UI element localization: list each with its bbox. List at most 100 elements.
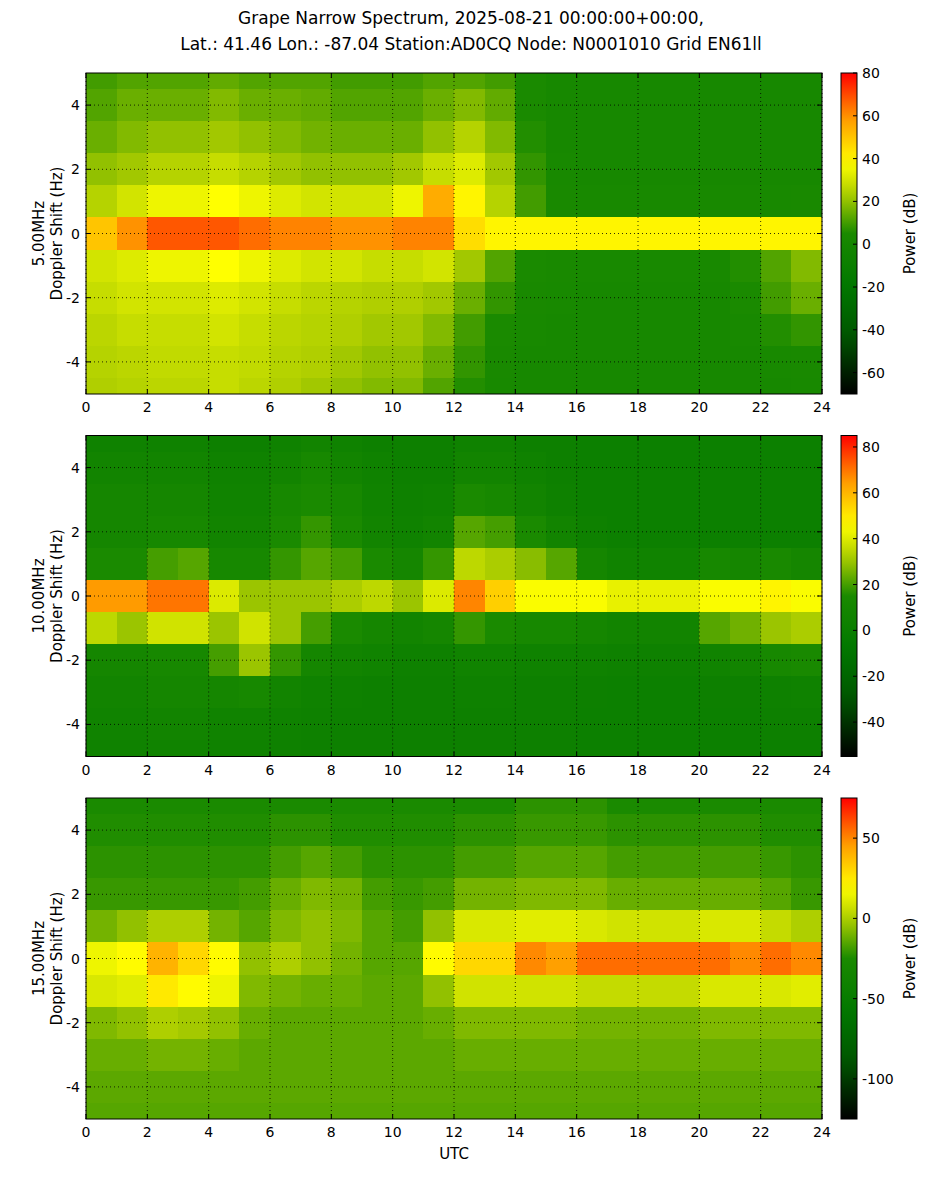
colorbar-tick-label: -100 xyxy=(862,1071,894,1087)
tick xyxy=(86,531,91,532)
cell xyxy=(147,73,178,90)
cell xyxy=(117,740,148,756)
cell xyxy=(117,580,148,613)
cell xyxy=(577,910,608,943)
tick-label: 12 xyxy=(445,399,463,415)
cell xyxy=(730,314,761,347)
cell xyxy=(454,548,485,581)
cell xyxy=(485,798,516,815)
cell xyxy=(761,644,792,677)
cell xyxy=(117,676,148,709)
colorbar-tick-label: 0 xyxy=(862,622,871,638)
cell xyxy=(761,452,792,485)
tick xyxy=(454,798,455,803)
cell xyxy=(331,740,362,756)
cell xyxy=(730,185,761,218)
tick xyxy=(86,169,91,170)
tick xyxy=(392,752,393,757)
cell xyxy=(209,282,240,315)
cell xyxy=(209,185,240,218)
cell xyxy=(178,73,209,90)
cell xyxy=(270,378,301,394)
cell xyxy=(607,436,638,453)
cell xyxy=(669,378,700,394)
colorbar-tick-label: 20 xyxy=(862,577,880,593)
cell xyxy=(178,975,209,1008)
tick xyxy=(760,752,761,757)
cell xyxy=(485,314,516,347)
tick xyxy=(699,436,700,441)
cell xyxy=(393,676,424,709)
cell xyxy=(86,378,117,394)
cell xyxy=(730,798,761,815)
cell xyxy=(791,612,822,645)
cell xyxy=(761,121,792,154)
cell xyxy=(117,942,148,975)
cell xyxy=(791,484,822,517)
cell xyxy=(761,1071,792,1104)
cell xyxy=(669,580,700,613)
cell xyxy=(86,121,117,154)
cell xyxy=(86,740,117,756)
cell xyxy=(331,121,362,154)
colorbar-title: Power (dB) xyxy=(901,193,919,275)
grid-line xyxy=(86,297,822,298)
cell xyxy=(239,436,270,453)
cell xyxy=(669,121,700,154)
cell xyxy=(117,814,148,847)
cell xyxy=(270,798,301,815)
cell xyxy=(577,89,608,122)
cell xyxy=(546,314,577,347)
cell xyxy=(393,644,424,677)
colorbar-title: Power (dB) xyxy=(901,555,919,637)
cell xyxy=(607,846,638,879)
cell xyxy=(209,1007,240,1040)
cell xyxy=(791,436,822,453)
tick-label: -2 xyxy=(66,290,80,306)
tick-label: 0 xyxy=(71,588,80,604)
cell xyxy=(393,121,424,154)
cell xyxy=(485,878,516,911)
cell xyxy=(515,1103,546,1119)
cell xyxy=(454,185,485,218)
cell xyxy=(209,314,240,347)
cell xyxy=(730,121,761,154)
colorbar-tick xyxy=(853,329,857,330)
cell xyxy=(86,548,117,581)
tick-label: 0 xyxy=(82,762,91,778)
cell xyxy=(117,282,148,315)
cell xyxy=(362,910,393,943)
cell xyxy=(209,548,240,581)
grid-line xyxy=(86,596,822,597)
cell xyxy=(393,346,424,379)
tick-label: 16 xyxy=(568,399,586,415)
cell xyxy=(270,1039,301,1072)
cell xyxy=(393,846,424,879)
axis-title: Doppler Shift (Hz) xyxy=(48,892,66,1026)
tick xyxy=(270,1114,271,1119)
cell xyxy=(393,975,424,1008)
cell xyxy=(607,1103,638,1119)
tick xyxy=(331,436,332,441)
tick xyxy=(817,724,822,725)
tick xyxy=(817,596,822,597)
cell xyxy=(638,612,669,645)
tick xyxy=(147,1114,148,1119)
cell xyxy=(730,612,761,645)
cell xyxy=(270,612,301,645)
grid-line xyxy=(208,798,209,1119)
cell xyxy=(301,153,332,186)
cell xyxy=(761,1007,792,1040)
cell xyxy=(761,250,792,283)
cell xyxy=(730,484,761,517)
cell xyxy=(761,217,792,250)
cell xyxy=(393,89,424,122)
tick xyxy=(147,73,148,78)
cell xyxy=(301,452,332,485)
cell xyxy=(485,708,516,741)
cell xyxy=(791,185,822,218)
cell xyxy=(515,548,546,581)
cell xyxy=(669,1071,700,1104)
cell xyxy=(577,580,608,613)
cell xyxy=(423,676,454,709)
